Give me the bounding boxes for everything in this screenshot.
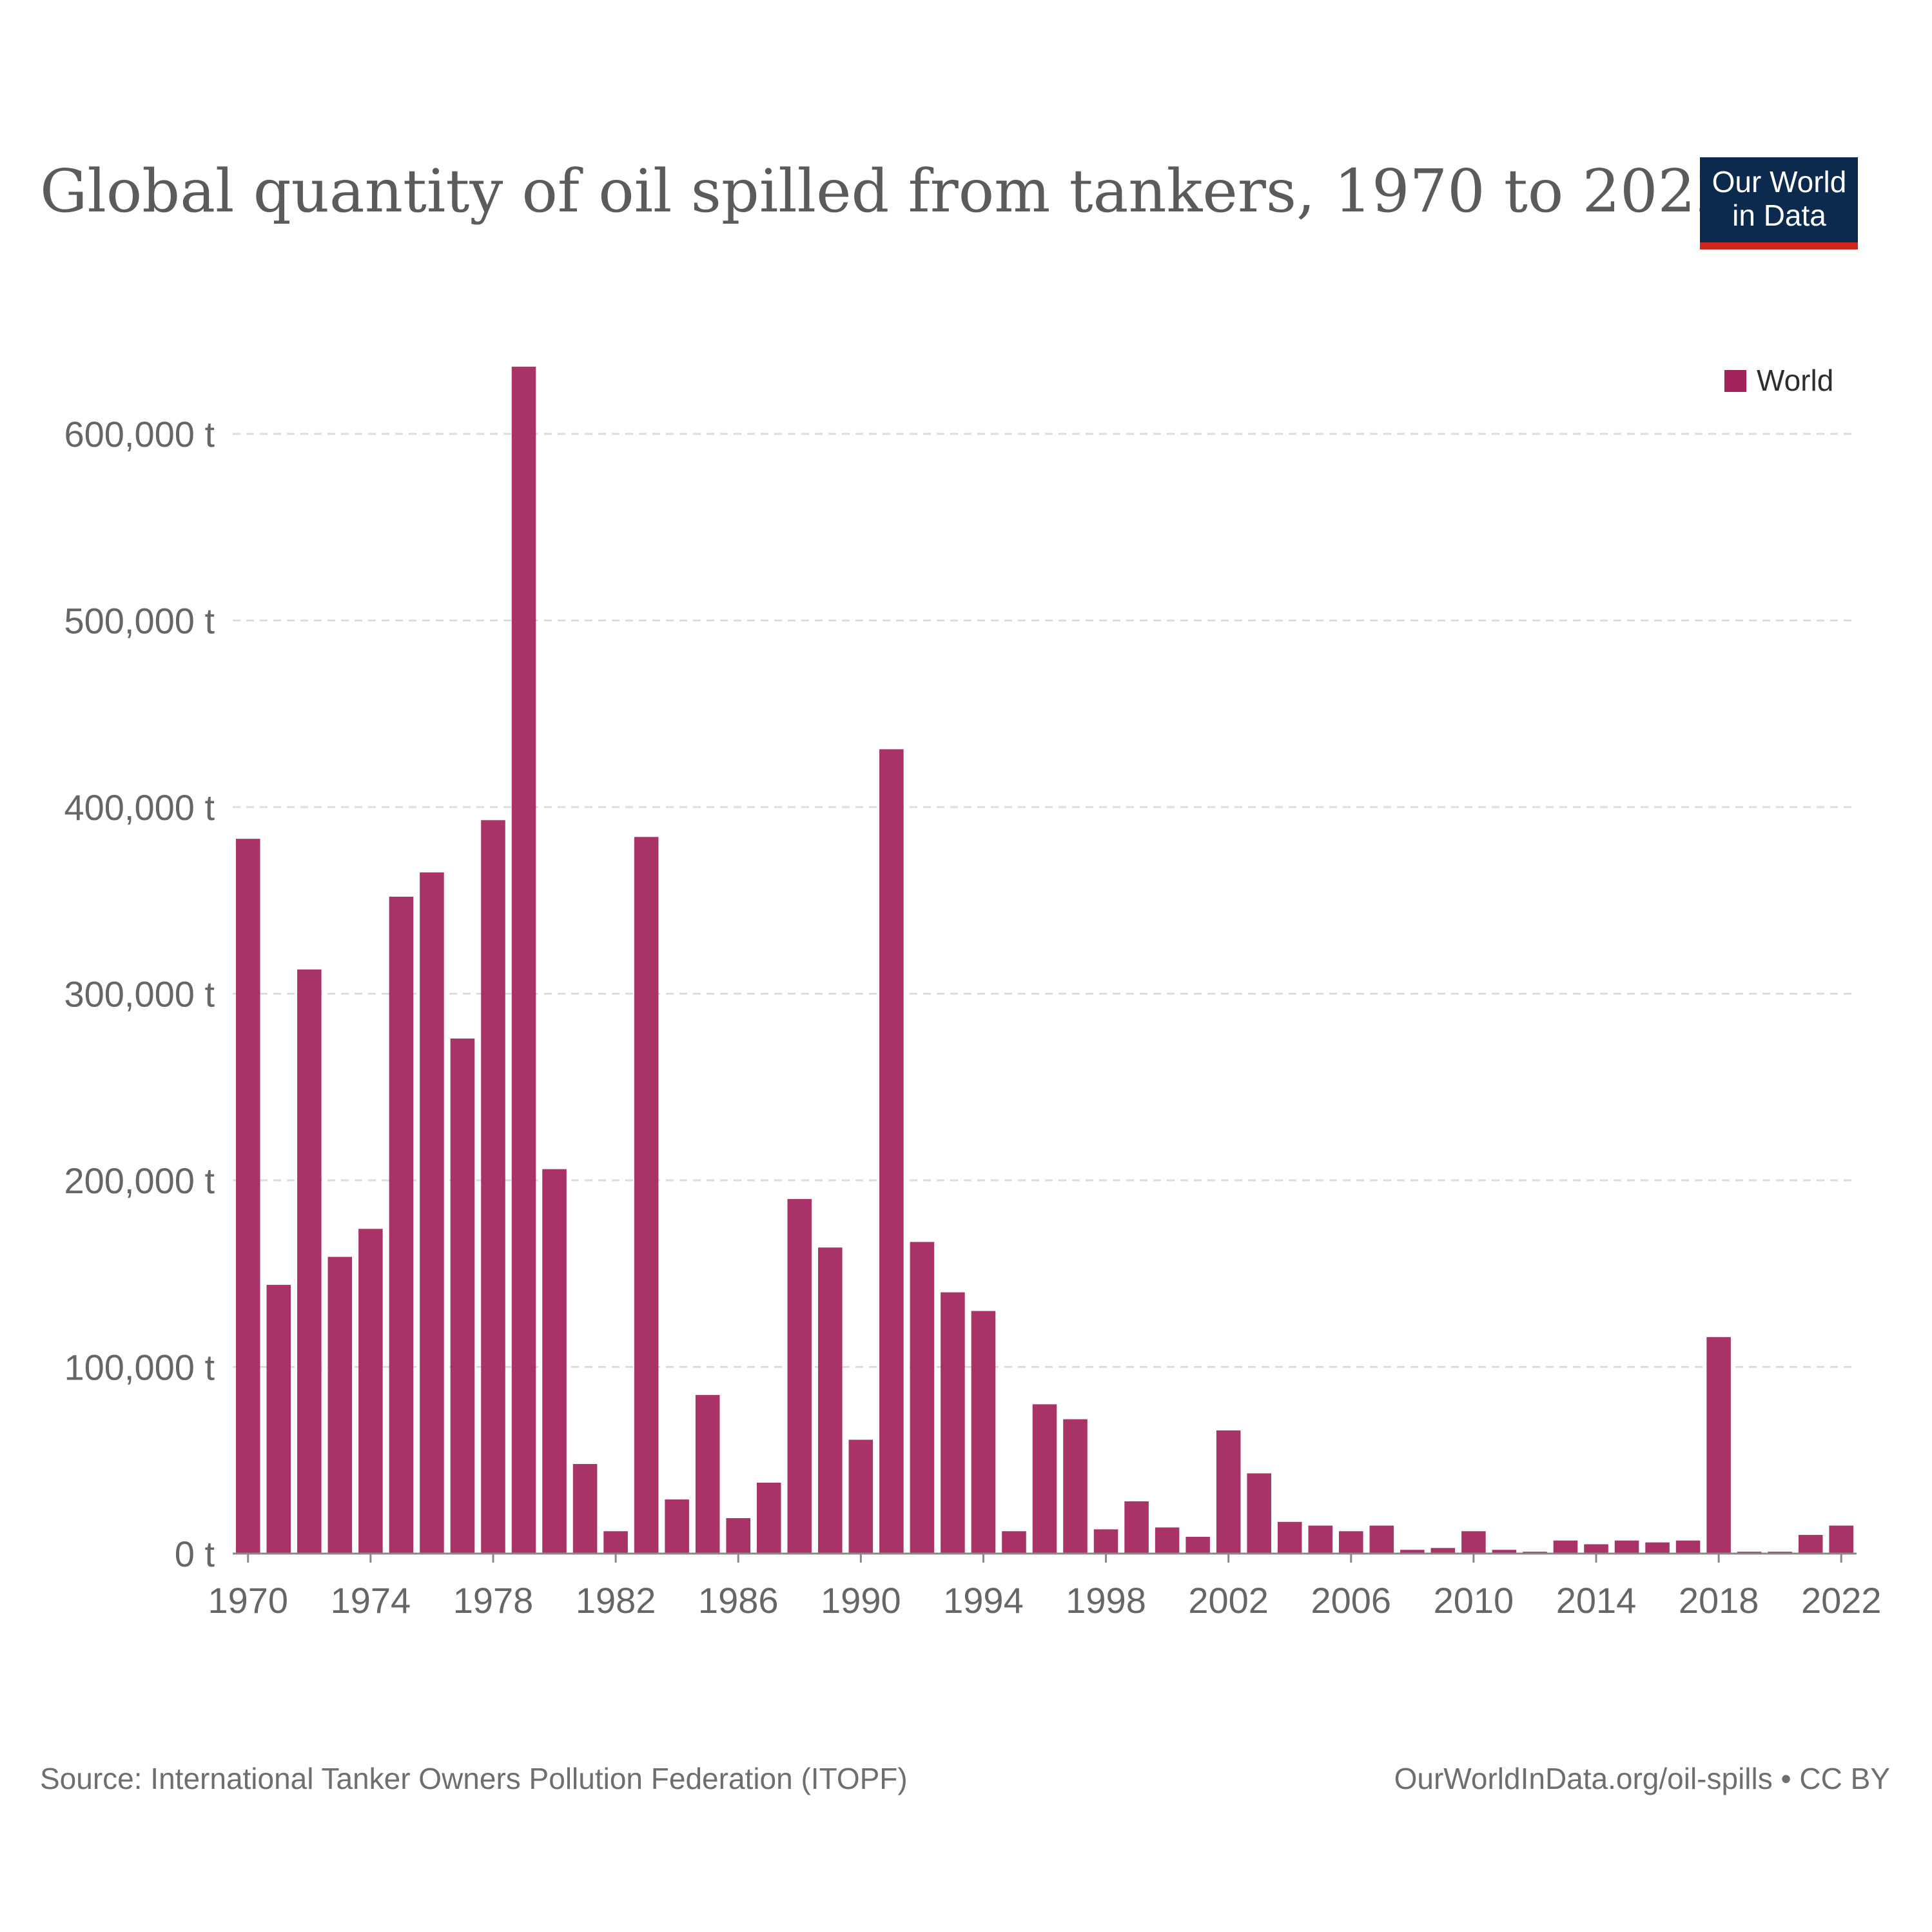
bar-1995[interactable] xyxy=(1002,1531,1026,1554)
bar-2015[interactable] xyxy=(1614,1540,1639,1554)
x-tick-label: 1970 xyxy=(208,1580,288,1621)
bar-2008[interactable] xyxy=(1400,1550,1425,1554)
source-note: Source: International Tanker Owners Poll… xyxy=(40,1762,908,1795)
bar-1979[interactable] xyxy=(511,366,536,1554)
bar-2018[interactable] xyxy=(1706,1337,1731,1554)
bar-2022[interactable] xyxy=(1829,1525,1854,1554)
bar-1992[interactable] xyxy=(910,1242,935,1554)
bar-1985[interactable] xyxy=(695,1394,720,1554)
bar-1986[interactable] xyxy=(726,1517,750,1554)
bar-1981[interactable] xyxy=(572,1464,598,1554)
gridlines xyxy=(233,433,1857,1368)
legend-swatch xyxy=(1724,370,1746,392)
owid-logo[interactable]: Our World in Data xyxy=(1700,157,1858,249)
bar-1976[interactable] xyxy=(420,872,444,1554)
bar-1973[interactable] xyxy=(327,1256,353,1554)
bar-2013[interactable] xyxy=(1553,1540,1578,1554)
bar-1971[interactable] xyxy=(266,1285,291,1554)
logo-stripe xyxy=(1700,242,1858,249)
bar-2000[interactable] xyxy=(1155,1527,1180,1554)
bar-2003[interactable] xyxy=(1247,1473,1271,1554)
y-tick-label: 500,000 t xyxy=(64,601,215,641)
bar-1970[interactable] xyxy=(235,839,260,1554)
bar-2002[interactable] xyxy=(1216,1430,1241,1554)
bar-2004[interactable] xyxy=(1277,1521,1302,1554)
x-tick-label: 1978 xyxy=(453,1580,534,1621)
x-tick-label: 1986 xyxy=(698,1580,779,1621)
legend[interactable]: World xyxy=(1724,364,1833,397)
x-tick-label: 1990 xyxy=(821,1580,901,1621)
bar-1980[interactable] xyxy=(542,1169,567,1554)
legend-label: World xyxy=(1757,364,1833,397)
bar-2017[interactable] xyxy=(1675,1540,1701,1554)
x-tick-label: 1974 xyxy=(331,1580,411,1621)
bar-1990[interactable] xyxy=(848,1439,873,1554)
bar-2010[interactable] xyxy=(1461,1531,1486,1554)
bars xyxy=(235,366,1854,1554)
x-axis-labels: 1970 1974 1978 1982 1986 1990 1994 1998 2002 2006… xyxy=(208,1554,1882,1621)
bar-1977[interactable] xyxy=(450,1038,475,1554)
x-tick-label: 2014 xyxy=(1556,1580,1637,1621)
bar-1997[interactable] xyxy=(1063,1419,1088,1554)
x-tick-label: 2010 xyxy=(1434,1580,1514,1621)
y-tick-label: 600,000 t xyxy=(64,414,215,454)
bar-1972[interactable] xyxy=(297,969,322,1554)
bar-2011[interactable] xyxy=(1492,1550,1517,1554)
y-tick-label: 0 t xyxy=(175,1534,215,1574)
bar-1987[interactable] xyxy=(756,1482,781,1554)
x-tick-label: 1982 xyxy=(576,1580,656,1621)
y-tick-label: 200,000 t xyxy=(64,1160,215,1201)
chart-title: Global quantity of oil spilled from tank… xyxy=(40,157,1733,226)
bar-1993[interactable] xyxy=(941,1292,965,1554)
bar-2009[interactable] xyxy=(1430,1548,1456,1554)
bar-2006[interactable] xyxy=(1339,1531,1363,1554)
bar-1998[interactable] xyxy=(1093,1529,1118,1554)
credit-link[interactable]: OurWorldInData.org/oil-spills • CC BY xyxy=(1394,1762,1890,1795)
x-tick-label: 2022 xyxy=(1801,1580,1882,1621)
bar-1975[interactable] xyxy=(389,896,414,1554)
bar-2016[interactable] xyxy=(1645,1542,1670,1554)
bar-1989[interactable] xyxy=(818,1247,843,1554)
x-tick-label: 1998 xyxy=(1066,1580,1146,1621)
bar-1994[interactable] xyxy=(971,1311,996,1554)
bar-1991[interactable] xyxy=(879,749,904,1554)
bar-1996[interactable] xyxy=(1032,1404,1057,1554)
bar-2007[interactable] xyxy=(1369,1525,1394,1554)
bar-2014[interactable] xyxy=(1584,1544,1608,1554)
y-axis-labels: 0 t 100,000 t 200,000 t 300,000 t 400,000 t 5… xyxy=(64,414,215,1574)
y-tick-label: 100,000 t xyxy=(64,1347,215,1388)
bar-2001[interactable] xyxy=(1186,1536,1210,1554)
bar-1978[interactable] xyxy=(481,820,505,1554)
bar-1983[interactable] xyxy=(634,837,659,1554)
bar-2021[interactable] xyxy=(1798,1535,1823,1554)
bar-1984[interactable] xyxy=(665,1499,689,1554)
logo-background xyxy=(1700,157,1858,242)
x-tick-label: 1994 xyxy=(943,1580,1024,1621)
bar-1982[interactable] xyxy=(603,1531,628,1554)
x-tick-label: 2006 xyxy=(1311,1580,1391,1621)
logo-line2: in Data xyxy=(1732,199,1826,232)
bar-1988[interactable] xyxy=(787,1198,812,1554)
bar-2005[interactable] xyxy=(1308,1525,1333,1554)
y-tick-label: 300,000 t xyxy=(64,974,215,1015)
x-tick-label: 2002 xyxy=(1188,1580,1269,1621)
x-tick-label: 2018 xyxy=(1679,1580,1759,1621)
bar-1974[interactable] xyxy=(358,1229,383,1554)
bar-1999[interactable] xyxy=(1124,1501,1149,1554)
y-tick-label: 400,000 t xyxy=(64,787,215,828)
logo-line1: Our World xyxy=(1712,165,1847,199)
